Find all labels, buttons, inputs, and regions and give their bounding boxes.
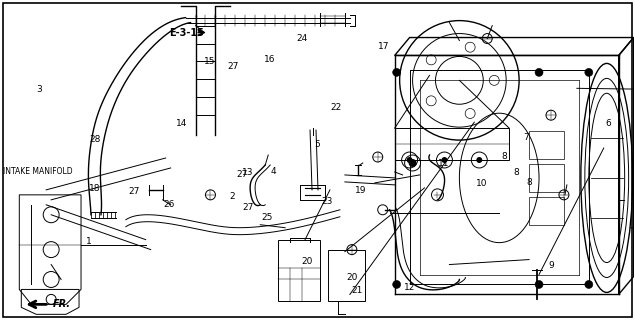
- Text: 27: 27: [128, 188, 140, 196]
- Text: 20: 20: [301, 258, 312, 267]
- Text: 9: 9: [549, 261, 554, 270]
- Text: 13: 13: [242, 168, 254, 177]
- Circle shape: [392, 68, 401, 76]
- Text: 28: 28: [90, 135, 100, 144]
- Text: 16: 16: [264, 55, 276, 64]
- Text: 2: 2: [229, 192, 235, 201]
- Circle shape: [408, 159, 417, 167]
- Text: 25: 25: [261, 213, 272, 222]
- Circle shape: [535, 280, 543, 288]
- Text: 14: 14: [176, 119, 187, 128]
- Text: 17: 17: [378, 42, 390, 52]
- Circle shape: [585, 280, 593, 288]
- Text: E-3-15: E-3-15: [170, 28, 204, 37]
- Text: 18: 18: [89, 184, 101, 193]
- Text: 11: 11: [438, 159, 450, 168]
- Text: 24: 24: [296, 35, 307, 44]
- Text: 27: 27: [243, 203, 253, 212]
- Text: 23: 23: [321, 197, 333, 206]
- Text: INTAKE MANIFOLD: INTAKE MANIFOLD: [3, 167, 73, 176]
- Circle shape: [441, 157, 448, 163]
- Text: 3: 3: [36, 85, 42, 94]
- Text: 7: 7: [523, 133, 529, 142]
- Text: 5: 5: [314, 140, 321, 148]
- Text: 20: 20: [347, 273, 358, 282]
- Text: 6: 6: [605, 119, 612, 128]
- Text: 27: 27: [228, 61, 239, 70]
- Text: 19: 19: [355, 186, 366, 195]
- Text: 21: 21: [352, 286, 363, 295]
- Text: FR.: FR.: [53, 300, 71, 309]
- Text: 15: 15: [204, 57, 216, 66]
- Text: 8: 8: [526, 178, 532, 187]
- Text: 10: 10: [476, 180, 488, 188]
- Text: 8: 8: [501, 152, 507, 161]
- Circle shape: [585, 68, 593, 76]
- Text: 26: 26: [163, 200, 175, 209]
- Circle shape: [476, 157, 482, 163]
- Text: 4: 4: [271, 167, 276, 176]
- Text: 8: 8: [514, 168, 519, 177]
- Circle shape: [535, 68, 543, 76]
- Text: 12: 12: [403, 283, 415, 292]
- Circle shape: [406, 157, 413, 163]
- Text: 27: 27: [236, 170, 247, 179]
- Text: 22: 22: [331, 103, 342, 112]
- Circle shape: [392, 280, 401, 288]
- Text: 1: 1: [86, 237, 91, 246]
